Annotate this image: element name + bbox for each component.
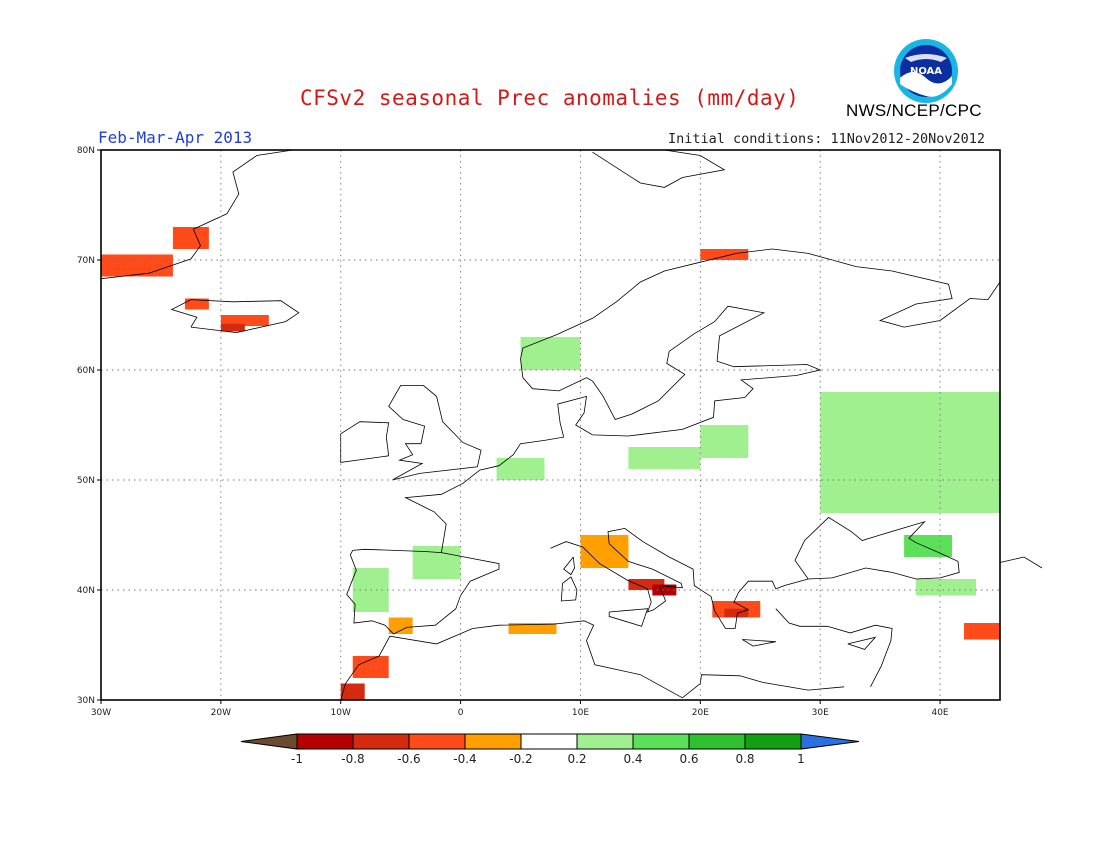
colorbar-segment-3 [464,733,522,750]
anomaly-cell-0 [101,254,173,277]
anomaly-cell-2 [184,298,209,310]
colorbar-label: -0.4 [453,752,476,766]
anomaly-cell-1 [172,227,209,249]
season-label: Feb-Mar-Apr 2013 [98,128,253,147]
anomaly-cell-5 [340,683,365,700]
colorbar-segment-2 [408,733,466,750]
coastline-9 [592,149,726,188]
noaa-logo: NOAA [894,39,958,103]
colorbar-segment-8 [744,733,802,750]
logo-text: NOAA [910,66,942,77]
coastline-5 [388,385,482,481]
coastline-0 [346,548,500,635]
initial-conditions: Initial conditions: 11Nov2012-20Nov2012 [668,131,985,147]
chart-title: CFSv2 seasonal Prec anomalies (mm/day) [300,86,800,110]
lat-tick-label: 30N [77,696,95,706]
lat-tick-label: 80N [77,146,95,156]
colorbar-segment-1 [352,733,410,750]
anomaly-cell-4 [220,323,245,332]
colorbar-label: 0.4 [623,752,642,766]
lon-tick-label: 40E [931,708,948,718]
anomaly-cell-15 [700,249,749,260]
lon-tick-label: 10E [572,708,589,718]
colorbar-label: 1 [797,752,805,766]
coastline-12 [608,608,649,627]
anomaly-cell-3 [220,315,269,326]
coastline-13 [742,639,776,647]
anomaly-cell-11 [652,584,677,596]
anomaly-cell-20 [628,447,701,469]
axis-ticks: 30W 20W 10W 0 10E 20E 30E 40E 30N 40N 50N 60N 70N 80N [77,146,949,718]
colorbar-segment-4 [520,733,578,750]
colorbar: -1 -0.8 -0.6 -0.4 -0.2 0.2 0.4 0.6 0.8 1 [240,733,860,766]
lat-tick-label: 40N [77,586,95,596]
anomaly-cell-24 [916,579,977,596]
colorbar-label: -1 [291,752,303,766]
colorbar-max-arrow [800,733,860,750]
coastline-11 [560,576,578,602]
lon-tick-label: 0 [458,708,464,718]
coastline-15 [999,556,1043,569]
anomaly-cell-10 [628,579,665,590]
colorbar-segment-6 [632,733,690,750]
anomaly-cell-13 [724,608,749,618]
colorbar-min-arrow [240,733,298,750]
anomaly-cell-14 [964,623,1000,640]
lon-tick-label: 20W [211,708,231,718]
colorbar-segment-0 [296,733,354,750]
anomaly-cell-7 [388,617,413,634]
colorbar-label: -0.8 [341,752,364,766]
colorbar-label: -0.6 [397,752,420,766]
coastline-1 [404,248,1001,553]
coastline-3 [340,620,845,701]
coastline-7 [170,299,300,334]
anomaly-cell-18 [496,458,545,480]
lon-tick-label: 10W [331,708,351,718]
anomaly-cell-23 [904,535,953,557]
colorbar-segment-5 [576,733,634,750]
anomaly-cell-8 [508,623,557,634]
lon-tick-label: 30E [812,708,829,718]
coastline-2 [550,516,960,629]
coastline-4 [775,608,893,687]
colorbar-label: 0.6 [679,752,698,766]
coastline-10 [563,556,575,576]
colorbar-segment-7 [688,733,746,750]
lat-tick-label: 70N [77,256,95,266]
colorbar-label: 0.2 [567,752,586,766]
graticule [101,150,1000,700]
anomaly-cell-6 [352,656,389,678]
colorbar-label: -0.2 [509,752,532,766]
anomaly-cell-22 [820,392,1000,513]
coastline-6 [340,421,390,463]
lon-tick-label: 30W [91,708,111,718]
coastline-14 [847,636,877,650]
coastlines [100,149,1043,701]
anomaly-cell-9 [580,535,629,568]
lon-tick-label: 20E [692,708,709,718]
map-frame [100,149,1001,701]
organization-label: NWS/NCEP/CPC [846,101,982,120]
anomaly-cells [101,227,1000,700]
lat-tick-label: 60N [77,366,95,376]
anomaly-cell-19 [520,337,581,370]
anomaly-cell-21 [700,425,749,458]
colorbar-label: 0.8 [735,752,754,766]
lat-tick-label: 50N [77,476,95,486]
coastline-8 [100,149,293,280]
